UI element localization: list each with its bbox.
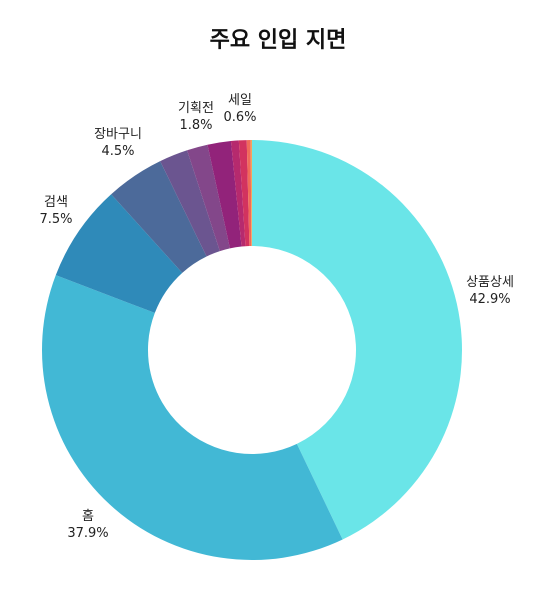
chart-title: 주요 인입 지면 bbox=[209, 28, 347, 53]
label-name-장바구니: 장바구니 bbox=[94, 127, 142, 142]
slices-group bbox=[41, 140, 463, 560]
slice-세일 bbox=[238, 140, 250, 247]
label-pct-홈: 37.9% bbox=[67, 526, 108, 541]
slice-segment-9 bbox=[246, 140, 252, 247]
slice-상품상세 bbox=[252, 140, 463, 540]
slice-segment-7 bbox=[230, 140, 246, 247]
label-name-기획전: 기획전 bbox=[178, 101, 214, 116]
slice-segment-5 bbox=[187, 144, 230, 252]
slice-segment-4 bbox=[160, 150, 220, 257]
label-name-세일: 세일 bbox=[228, 93, 252, 108]
slice-기획전 bbox=[207, 141, 242, 249]
label-pct-기획전: 1.8% bbox=[179, 118, 212, 133]
label-pct-상품상세: 42.9% bbox=[469, 292, 510, 307]
slice-검색 bbox=[55, 194, 183, 313]
label-pct-검색: 7.5% bbox=[39, 212, 72, 227]
slice-장바구니 bbox=[111, 161, 207, 273]
label-pct-장바구니: 4.5% bbox=[101, 144, 134, 159]
slice-홈 bbox=[41, 275, 343, 560]
label-name-검색: 검색 bbox=[44, 195, 68, 210]
label-name-상품상세: 상품상세 bbox=[466, 275, 514, 290]
slice-segment-10 bbox=[250, 140, 252, 247]
label-name-홈: 홈 bbox=[82, 509, 94, 524]
label-pct-세일: 0.6% bbox=[223, 110, 256, 125]
labels-group: 상품상세 42.9% 홈 37.9% 검색 7.5% 장바구니 4.5% 기획전 1.8% 세일 0.… bbox=[39, 93, 513, 541]
